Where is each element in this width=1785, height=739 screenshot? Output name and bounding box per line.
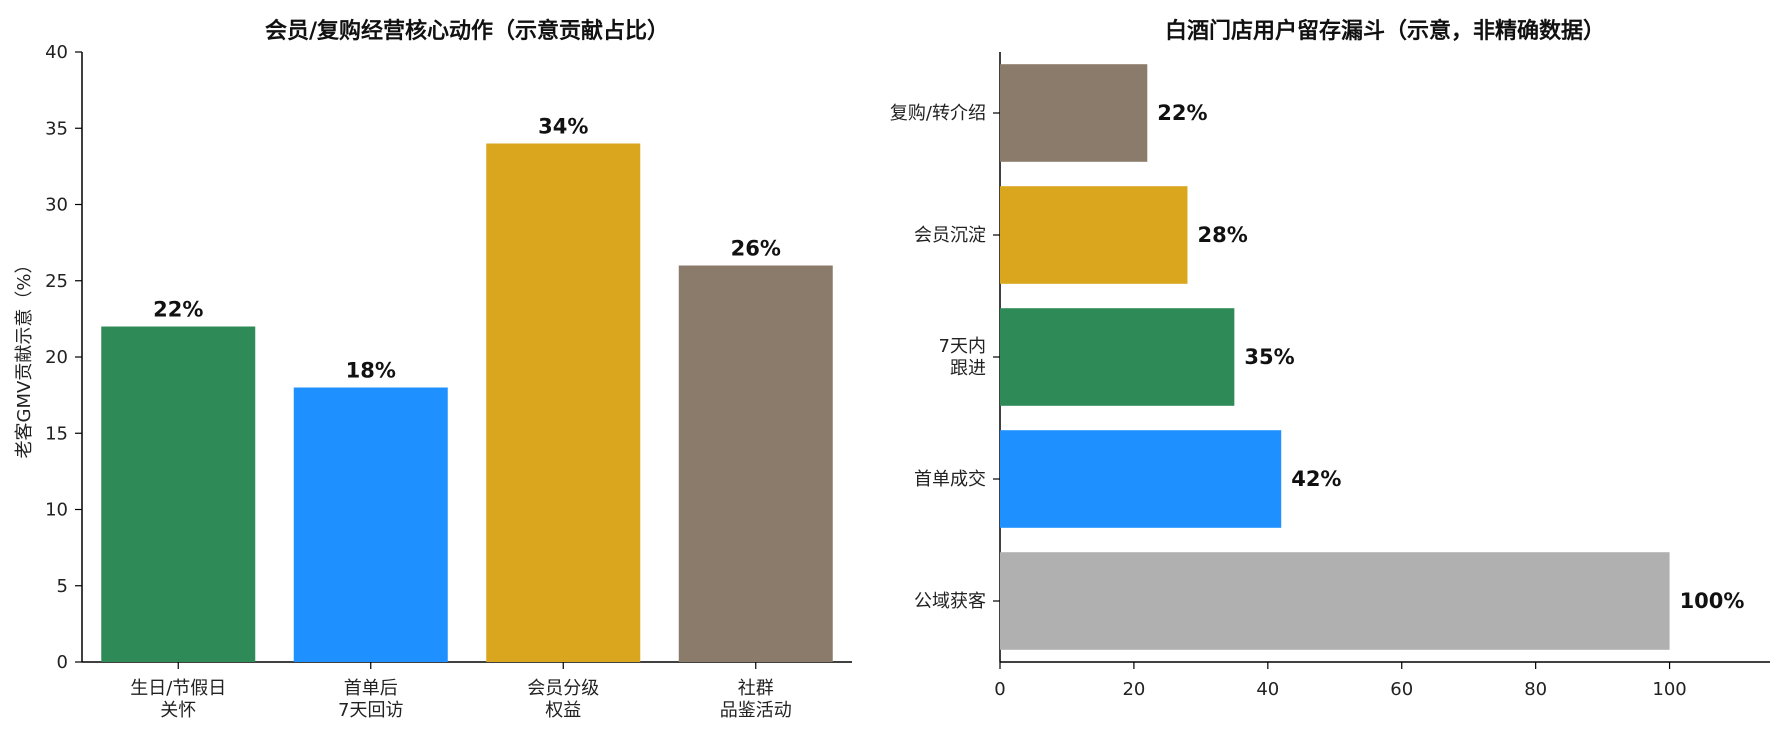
- left-y-tick-label: 35: [45, 118, 68, 139]
- right-x-tick-label: 40: [1256, 679, 1279, 700]
- right-y-tick-label: 复购/转介绍: [890, 103, 986, 124]
- left-y-tick-label: 40: [45, 42, 68, 63]
- left-y-tick-label: 5: [57, 576, 68, 597]
- right-bar: [1000, 308, 1235, 406]
- right-bar: [1000, 552, 1670, 650]
- right-x-tick-label: 80: [1524, 679, 1547, 700]
- left-y-tick-label: 0: [57, 652, 68, 673]
- left-bar-value-label: 22%: [153, 298, 203, 322]
- right-bar-value-label: 28%: [1197, 223, 1247, 247]
- right-x-tick-label: 20: [1122, 679, 1145, 700]
- left-x-tick-label: 社群品鉴活动: [720, 678, 792, 721]
- right-y-tick-label: 会员沉淀: [914, 225, 986, 246]
- right-x-tick-label: 0: [994, 679, 1005, 700]
- left-y-axis-label: 老客GMV贡献示意（%）: [14, 256, 35, 459]
- right-x-tick-label: 100: [1652, 679, 1686, 700]
- left-y-tick-label: 10: [45, 500, 68, 521]
- left-y-tick-label: 30: [45, 195, 68, 216]
- left-bar: [486, 143, 641, 662]
- right-bar: [1000, 64, 1148, 162]
- left-x-tick-label: 会员分级权益: [527, 678, 599, 721]
- left-bar: [293, 387, 448, 662]
- left-bar-value-label: 34%: [538, 115, 588, 139]
- left-chart-title: 会员/复购经营核心动作（示意贡献占比）: [265, 18, 669, 44]
- left-y-tick-label: 15: [45, 423, 68, 444]
- right-bar-value-label: 22%: [1157, 101, 1207, 125]
- left-x-tick-label: 生日/节假日关怀: [130, 678, 226, 721]
- left-bar: [678, 265, 833, 662]
- left-bar: [101, 326, 256, 662]
- left-y-tick-label: 25: [45, 271, 68, 292]
- right-x-tick-label: 60: [1390, 679, 1413, 700]
- left-x-tick-label: 首单后 7天回访: [338, 678, 403, 721]
- right-y-tick-label: 7天内跟进: [939, 336, 986, 379]
- right-bar-value-label: 100%: [1680, 589, 1745, 613]
- left-y-tick-label: 20: [45, 347, 68, 368]
- right-bar: [1000, 186, 1188, 284]
- right-chart-title: 白酒门店用户留存漏斗（示意，非精确数据）: [1165, 18, 1605, 44]
- right-bar-value-label: 42%: [1291, 467, 1341, 491]
- right-y-tick-label: 公域获客: [914, 591, 986, 612]
- left-bar-value-label: 18%: [346, 359, 396, 383]
- right-y-tick-label: 首单成交: [914, 469, 986, 490]
- left-bar-value-label: 26%: [731, 237, 781, 261]
- right-bar-value-label: 35%: [1244, 345, 1294, 369]
- right-bar: [1000, 430, 1282, 528]
